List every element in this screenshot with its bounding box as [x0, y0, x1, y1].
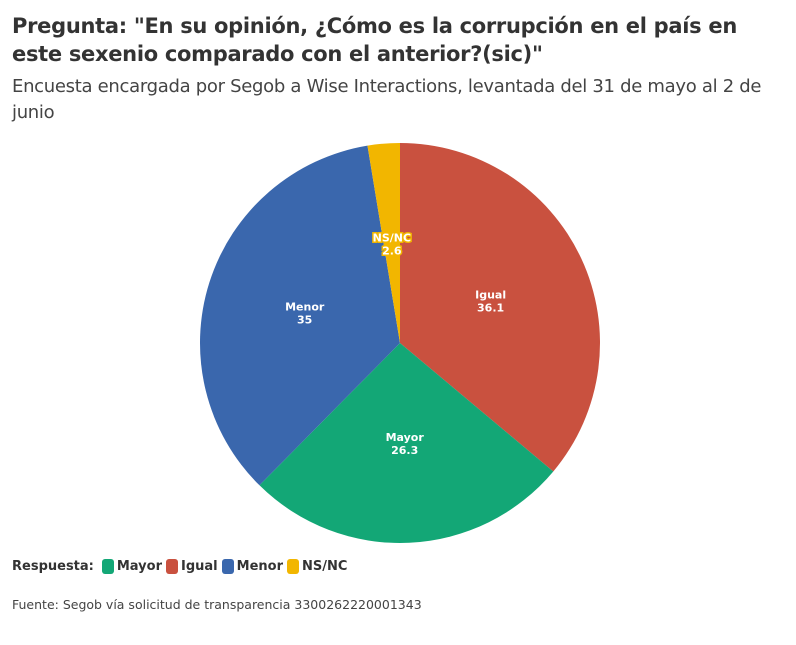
legend-label: NS/NC: [302, 559, 348, 574]
source-note: Fuente: Segob vía solicitud de transpare…: [12, 597, 422, 612]
data-label: Igual 36.1: [475, 289, 506, 315]
legend-item: NS/NC: [287, 559, 347, 574]
legend-label: Igual: [181, 559, 218, 574]
legend-swatch: [287, 559, 300, 574]
data-label: NS/NC 2.6: [373, 231, 411, 257]
data-label: Menor 35: [285, 301, 325, 327]
chart-title: Pregunta: "En su opinión, ¿Cómo es la co…: [12, 14, 737, 66]
pie-slice-nsnc: [367, 143, 400, 343]
legend-swatch: [101, 559, 114, 574]
pie-slice-igual: [400, 143, 600, 472]
legend-item: Igual: [166, 559, 218, 574]
legend-title: Respuesta:: [12, 559, 94, 574]
pie-slice-mayor: [259, 343, 554, 543]
legend-item: Mayor: [101, 559, 163, 574]
legend-label: Menor: [236, 559, 284, 574]
chart-subtitle: Encuesta encargada por Segob a Wise Inte…: [12, 76, 762, 123]
pie-slice-menor: [199, 145, 400, 486]
legend-item: Menor: [221, 559, 284, 574]
data-label: Mayor 26.3: [386, 431, 425, 457]
legend-swatch: [221, 559, 234, 574]
legend-label: Mayor: [116, 559, 163, 574]
legend: Respuesta: Mayor Igual Menor NS/NC: [12, 559, 351, 574]
legend-swatch: [166, 559, 179, 574]
